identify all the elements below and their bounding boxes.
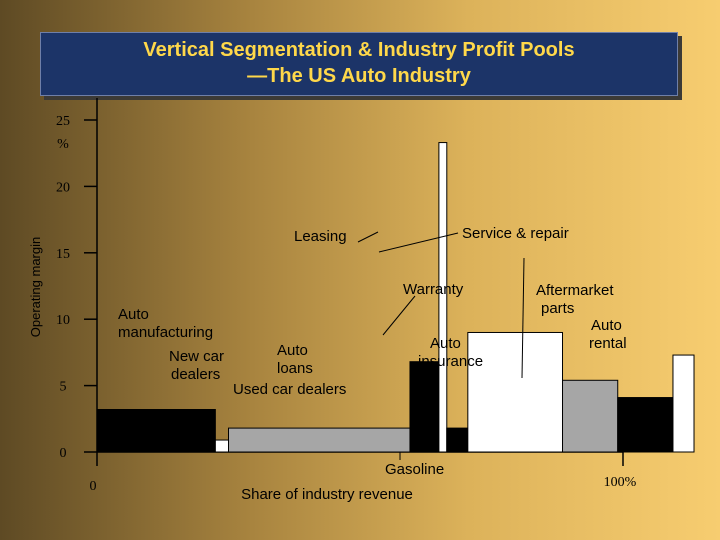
bar-auto-rental bbox=[672, 354, 695, 453]
label-auto-rental-2: rental bbox=[589, 335, 627, 352]
x-tick-end: 100% bbox=[604, 475, 637, 490]
bar-leasing bbox=[438, 142, 448, 453]
y-tick-label: 20 bbox=[56, 180, 70, 195]
label-gasoline: Gasoline bbox=[385, 461, 444, 478]
label-aftermarket-parts-1: Aftermarket bbox=[536, 282, 614, 299]
y-tick-label: 5 bbox=[60, 380, 67, 395]
label-auto-manufacturing-1: Auto bbox=[118, 306, 149, 323]
label-new-car-dealers-1: New car bbox=[169, 348, 224, 365]
bar-service-repair bbox=[562, 379, 619, 453]
y-axis-label: Operating margin bbox=[28, 237, 43, 337]
chart-title-box: Vertical Segmentation & Industry Profit … bbox=[40, 32, 678, 96]
y-axis-unit: % bbox=[57, 137, 69, 152]
bar-auto-loans bbox=[409, 361, 440, 453]
label-leasing: Leasing bbox=[294, 228, 347, 245]
bar-auto-insurance bbox=[467, 331, 564, 453]
x-axis-label: Share of industry revenue bbox=[241, 486, 413, 503]
y-tick-label: 0 bbox=[60, 446, 67, 461]
leader-leasing bbox=[357, 231, 379, 243]
label-auto-manufacturing-2: manufacturing bbox=[118, 324, 213, 341]
leader-service-repair bbox=[378, 232, 459, 253]
label-auto-insurance-2: insurance bbox=[418, 353, 483, 370]
label-aftermarket-parts-2: parts bbox=[541, 300, 574, 317]
bar-auto-manufacturing bbox=[96, 409, 216, 453]
leader-aftermarket bbox=[521, 257, 525, 379]
y-tick-label: 15 bbox=[56, 247, 70, 262]
y-tick-label: 25 bbox=[56, 114, 70, 129]
chart-title: Vertical Segmentation & Industry Profit … bbox=[143, 39, 575, 61]
leader-warranty bbox=[382, 295, 416, 336]
chart-subtitle: —The US Auto Industry bbox=[247, 65, 471, 87]
y-tick-label: 10 bbox=[56, 313, 70, 328]
label-auto-loans-1: Auto bbox=[277, 342, 308, 359]
label-used-car-dealers: Used car dealers bbox=[233, 381, 346, 398]
label-service-repair: Service & repair bbox=[462, 225, 569, 242]
label-auto-insurance-1: Auto bbox=[430, 335, 461, 352]
bar-aftermarket-parts bbox=[617, 397, 674, 453]
bar-used-car-dealers bbox=[228, 427, 411, 453]
label-auto-loans-2: loans bbox=[277, 360, 313, 377]
x-tick-start: 0 bbox=[90, 479, 97, 494]
label-new-car-dealers-2: dealers bbox=[171, 366, 220, 383]
bar-gasoline bbox=[446, 427, 469, 453]
label-auto-rental-1: Auto bbox=[591, 317, 622, 334]
bar-new-car-dealers bbox=[214, 439, 230, 453]
label-warranty: Warranty bbox=[403, 281, 464, 298]
